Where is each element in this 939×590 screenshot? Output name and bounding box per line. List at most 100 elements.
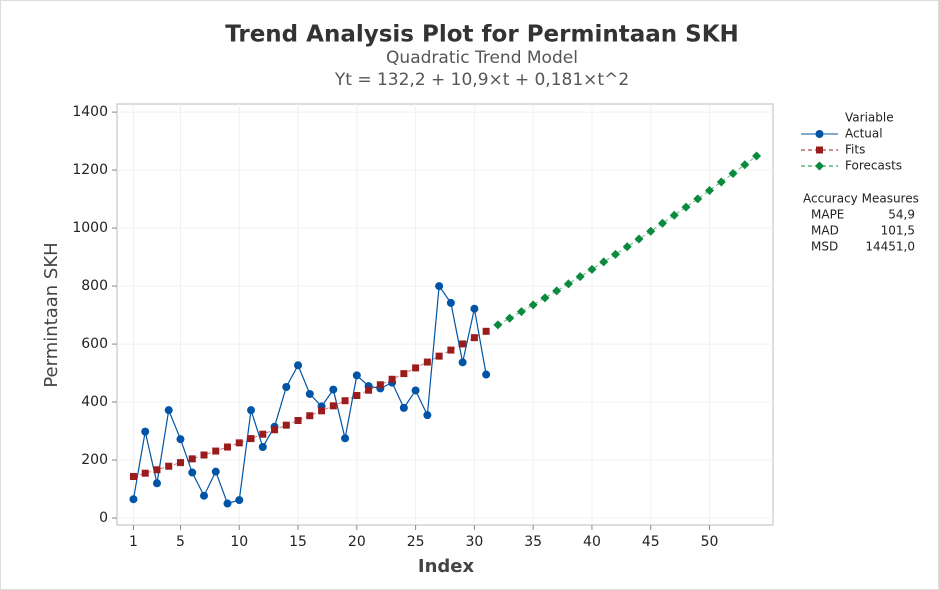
point	[681, 202, 691, 212]
legend-marker	[815, 130, 824, 138]
point	[318, 407, 326, 415]
legend-title: Variable	[845, 111, 894, 125]
legend-label: Fits	[845, 143, 865, 157]
point	[329, 385, 338, 394]
point	[740, 160, 750, 170]
x-tick-label: 25	[407, 534, 425, 550]
point	[552, 286, 562, 296]
point	[271, 426, 279, 434]
point	[188, 455, 196, 463]
legend-label: Forecasts	[845, 159, 902, 173]
point	[458, 358, 467, 367]
point	[388, 375, 396, 383]
point	[447, 346, 455, 354]
point	[224, 443, 232, 451]
point	[365, 386, 373, 394]
x-tick-label: 5	[176, 534, 185, 550]
point	[423, 411, 432, 420]
point	[235, 439, 243, 447]
point	[634, 234, 644, 244]
y-tick-label: 600	[81, 336, 108, 352]
point	[141, 427, 150, 436]
point	[669, 210, 679, 220]
x-tick-label: 1	[129, 534, 138, 550]
point	[482, 370, 491, 379]
point	[165, 462, 173, 470]
accuracy-value: 101,5	[881, 224, 915, 238]
y-tick-label: 800	[81, 278, 108, 294]
point	[399, 403, 408, 412]
point	[493, 320, 503, 330]
point	[341, 397, 349, 405]
point	[575, 272, 585, 282]
point	[294, 361, 303, 370]
point	[411, 386, 420, 395]
equation: Yt = 132,2 + 10,9×t + 0,181×t^2	[334, 70, 629, 90]
accuracy-name: MSD	[811, 240, 838, 254]
point	[470, 304, 479, 313]
x-tick-label: 20	[348, 534, 366, 550]
point	[259, 430, 267, 438]
point	[412, 364, 420, 372]
x-tick-label: 45	[642, 534, 660, 550]
point	[728, 168, 738, 178]
point	[716, 177, 726, 187]
point	[705, 185, 715, 195]
point	[353, 392, 361, 400]
point	[400, 370, 408, 378]
point	[212, 447, 220, 455]
point	[459, 340, 467, 348]
y-axis-label: Permintaan SKH	[41, 242, 62, 387]
point	[305, 389, 314, 398]
point	[199, 491, 208, 500]
legend-marker	[816, 146, 823, 154]
point	[282, 421, 290, 429]
point	[152, 479, 161, 488]
point	[646, 226, 656, 236]
point	[282, 382, 291, 391]
y-tick-label: 1400	[72, 104, 108, 120]
x-tick-label: 40	[583, 534, 601, 550]
point	[376, 381, 384, 389]
chart-title: Trend Analysis Plot for Permintaan SKH	[225, 22, 739, 48]
point	[258, 443, 267, 452]
point	[188, 468, 197, 477]
point	[164, 406, 173, 415]
point	[470, 334, 478, 342]
point	[599, 257, 609, 267]
accuracy-title: Accuracy Measures	[803, 192, 919, 206]
y-tick-label: 1200	[72, 162, 108, 178]
x-tick-label: 30	[465, 534, 483, 550]
point	[516, 307, 526, 317]
point	[329, 402, 337, 410]
x-tick-label: 35	[524, 534, 542, 550]
point	[247, 435, 255, 443]
plot-area	[116, 103, 774, 526]
point	[435, 282, 444, 291]
point	[622, 242, 632, 252]
point	[247, 406, 256, 415]
point	[446, 298, 455, 307]
point	[223, 499, 232, 508]
point	[341, 434, 350, 443]
point	[540, 293, 550, 303]
point	[423, 358, 431, 366]
point	[587, 264, 597, 274]
point	[176, 435, 185, 444]
point	[129, 495, 138, 504]
y-tick-label: 1000	[72, 220, 108, 236]
point	[306, 412, 314, 420]
x-axis-label: Index	[418, 556, 475, 577]
point	[176, 459, 184, 467]
legend-marker	[815, 161, 824, 171]
point	[235, 496, 244, 505]
point	[610, 249, 620, 259]
point	[211, 467, 220, 476]
point	[693, 194, 703, 204]
point	[141, 469, 149, 477]
point	[482, 327, 490, 335]
point	[752, 151, 762, 161]
point	[505, 313, 515, 323]
